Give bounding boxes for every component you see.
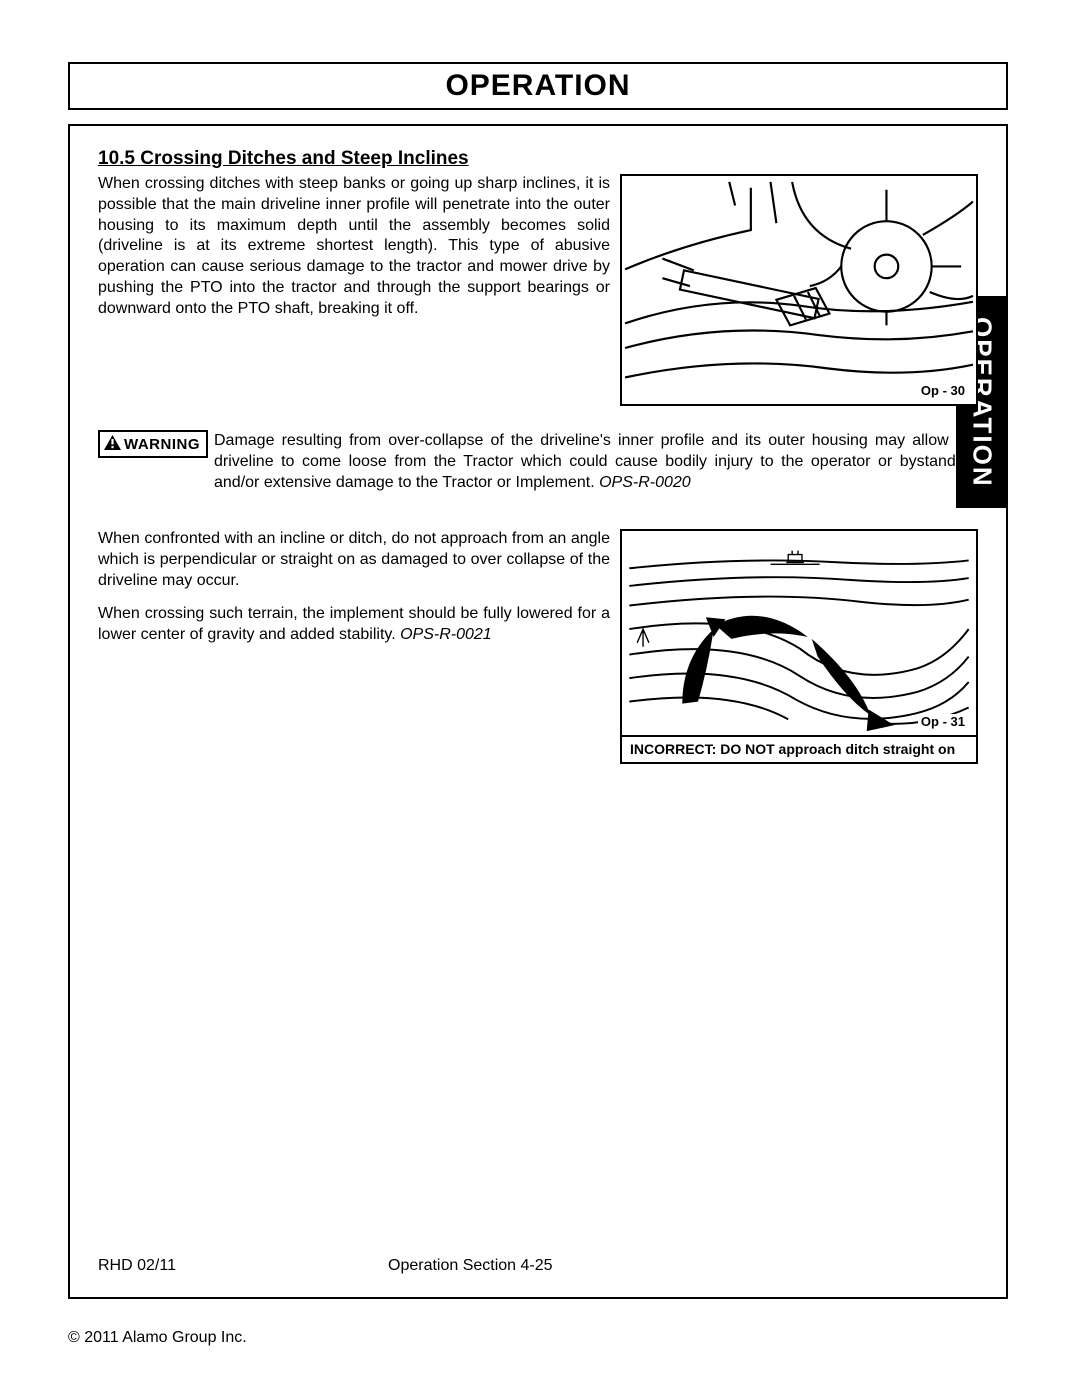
warning-badge: WARNING — [98, 430, 208, 458]
page-title-box: OPERATION — [68, 62, 1008, 110]
row-2: When confronted with an incline or ditch… — [98, 529, 978, 764]
warning-label: WARNING — [124, 436, 200, 453]
paragraph-3: When crossing such terrain, the implemen… — [98, 604, 610, 646]
warning-ref: OPS-R-0020 — [599, 474, 691, 491]
content-frame: OPERATION 10.5 Crossing Ditches and Stee… — [68, 124, 1008, 1299]
figure-op-30-label: Op - 30 — [918, 383, 968, 398]
copyright-line: © 2011 Alamo Group Inc. — [68, 1329, 247, 1347]
page-footer: RHD 02/11 Operation Section 4-25 — [98, 1257, 978, 1275]
paragraph-1: When crossing ditches with steep banks o… — [98, 174, 610, 320]
warning-triangle-icon — [104, 435, 121, 454]
paragraph-3-body: When crossing such terrain, the implemen… — [98, 605, 610, 643]
figure-op-30: Op - 30 — [620, 174, 978, 406]
row-1: When crossing ditches with steep banks o… — [98, 174, 978, 406]
figure-op-31: Op - 31 — [620, 529, 978, 737]
ditch-approach-illustration — [622, 531, 976, 735]
figure-op-31-wrap: Op - 31 INCORRECT: DO NOT approach ditch… — [620, 529, 978, 764]
warning-text: Damage resulting from over-collapse of t… — [214, 430, 978, 493]
page-title: OPERATION — [445, 69, 630, 103]
section-title: Crossing Ditches and Steep Inclines — [140, 148, 468, 169]
paragraph-2: When confronted with an incline or ditch… — [98, 529, 610, 591]
figure-op-31-label: Op - 31 — [918, 714, 968, 729]
paragraph-3-ref: OPS-R-0021 — [400, 626, 492, 643]
column-2-text: When confronted with an incline or ditch… — [98, 529, 610, 645]
footer-doc-date: RHD 02/11 — [98, 1257, 368, 1275]
page-outer: OPERATION OPERATION 10.5 Crossing Ditche… — [68, 62, 1008, 1307]
section-number: 10.5 — [98, 148, 135, 169]
section-heading: 10.5 Crossing Ditches and Steep Inclines — [98, 148, 978, 170]
warning-body: Damage resulting from over-collapse of t… — [214, 432, 978, 491]
figure-op-31-caption: INCORRECT: DO NOT approach ditch straigh… — [620, 737, 978, 764]
driveline-illustration — [622, 176, 976, 404]
footer-section-page: Operation Section 4-25 — [368, 1257, 978, 1275]
warning-block: WARNING Damage resulting from over-colla… — [98, 430, 978, 493]
